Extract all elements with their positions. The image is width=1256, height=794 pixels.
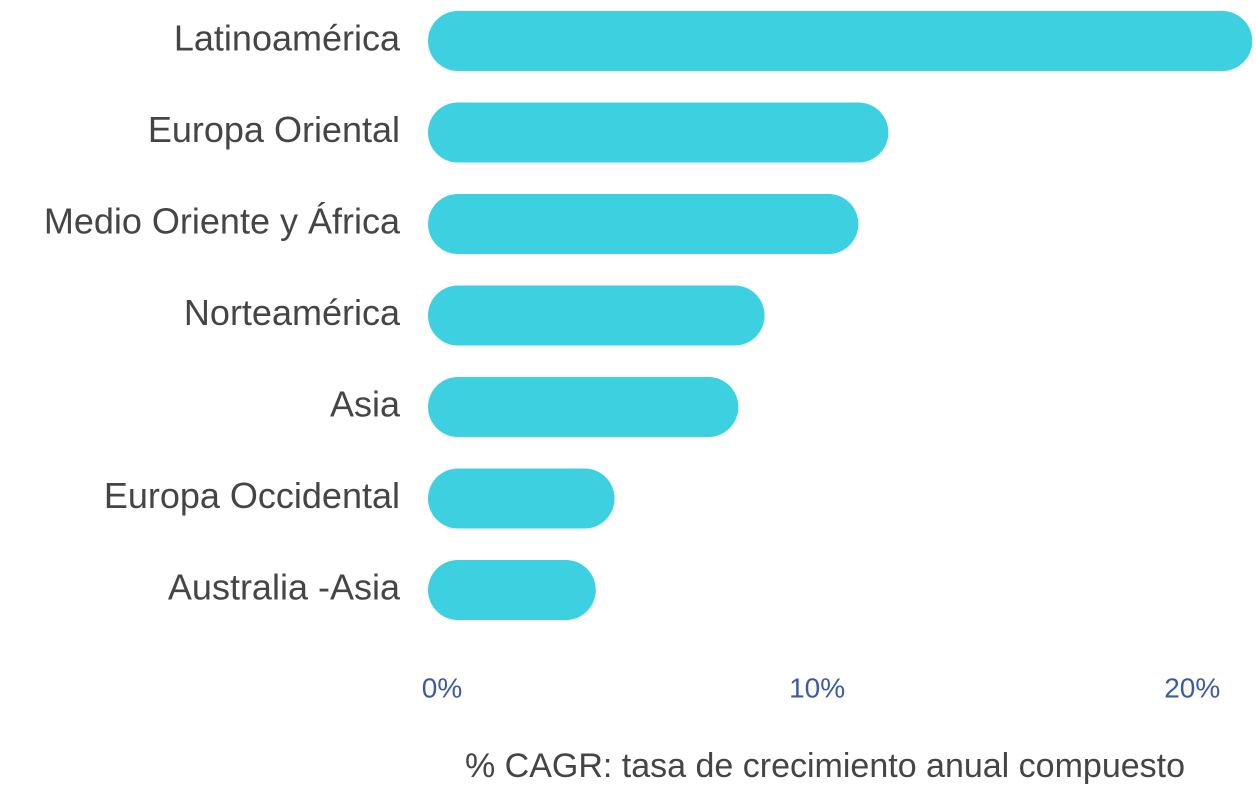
x-tick-label: 20% bbox=[1164, 672, 1220, 703]
bar bbox=[428, 102, 889, 163]
bar bbox=[428, 11, 1253, 71]
y-tick-label: Norteamérica bbox=[184, 292, 401, 333]
bar bbox=[428, 377, 739, 437]
y-tick-label: Asia bbox=[330, 384, 401, 425]
bar bbox=[428, 194, 859, 254]
x-tick-label: 0% bbox=[422, 672, 462, 703]
x-axis-label: % CAGR: tasa de crecimiento anual compue… bbox=[465, 747, 1185, 785]
y-tick-label: Latinoamérica bbox=[174, 18, 401, 59]
y-tick-label: Australia -Asia bbox=[168, 567, 401, 608]
y-tick-label: Europa Occidental bbox=[104, 475, 400, 516]
bar bbox=[428, 468, 615, 529]
bar bbox=[428, 285, 765, 346]
x-tick-label: 10% bbox=[789, 672, 845, 703]
y-tick-label: Europa Oriental bbox=[148, 109, 400, 150]
y-tick-label: Medio Oriente y África bbox=[44, 201, 401, 242]
bar bbox=[428, 560, 596, 620]
